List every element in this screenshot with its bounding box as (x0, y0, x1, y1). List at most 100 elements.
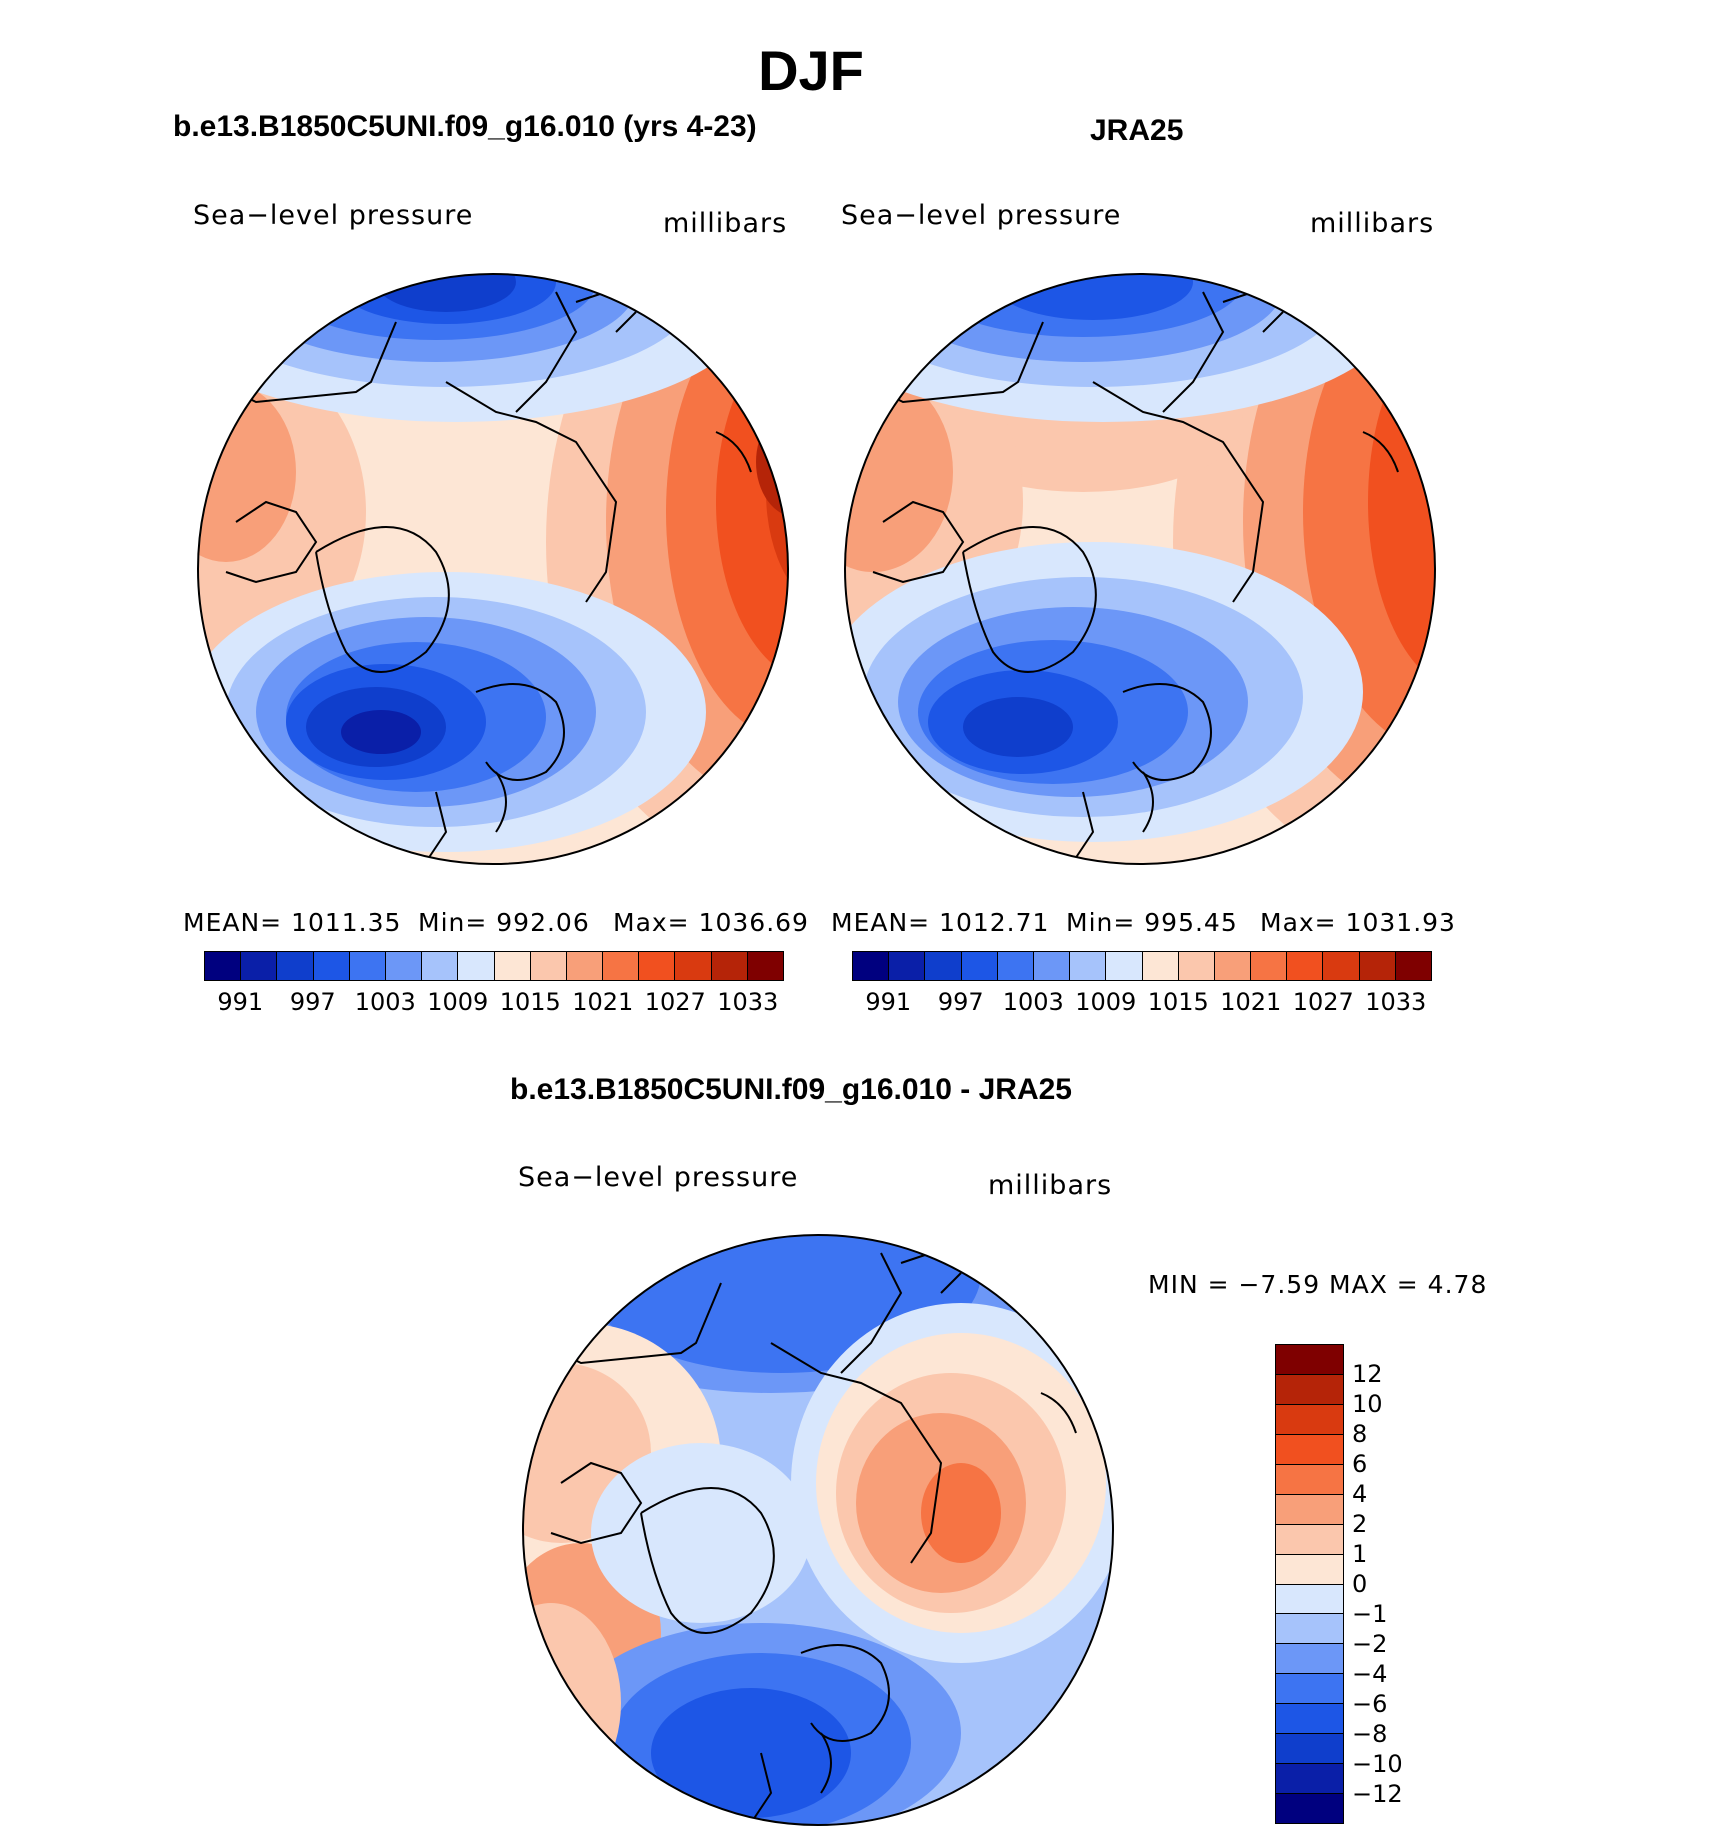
colorbar-model-swatch (277, 952, 314, 980)
colorbar-model-swatch (494, 952, 531, 980)
colorbar-obs-swatch (1395, 952, 1431, 980)
colorbar-diff-tick-label: 10 (1352, 1390, 1383, 1418)
colorbar-obs-swatch (1033, 952, 1071, 980)
figure-title: DJF (758, 39, 864, 102)
colorbar-model-tick-label: 1003 (354, 988, 416, 1016)
colorbar-diff-tick-label: 6 (1352, 1450, 1368, 1478)
colorbar-obs (852, 951, 1432, 981)
colorbar-obs-tick-label: 1027 (1292, 988, 1354, 1016)
colorbar-obs-swatch (1178, 952, 1215, 980)
colorbar-model-swatch (639, 952, 676, 980)
colorbar-diff-tick-label: 12 (1352, 1360, 1383, 1388)
colorbar-diff-swatch (1276, 1434, 1343, 1465)
stat-max-model: Max= 1036.69 (613, 908, 809, 937)
colorbar-model-swatch (313, 952, 350, 980)
colorbar-model-swatch (349, 952, 386, 980)
colorbar-diff-swatch (1276, 1584, 1343, 1615)
colorbar-obs-swatch (853, 952, 890, 980)
colorbar-obs-swatch (1287, 952, 1324, 980)
colorbar-obs-swatch (889, 952, 926, 980)
colorbar-diff-swatch (1276, 1404, 1343, 1435)
colorbar-model-swatch (747, 952, 783, 980)
colorbar-model-swatch (530, 952, 567, 980)
colorbar-diff-tick-label: 8 (1352, 1420, 1368, 1448)
stat-mean-obs: MEAN= 1012.71 (831, 908, 1050, 937)
colorbar-model-tick-label: 1021 (572, 988, 634, 1016)
polar-map-diff (522, 1234, 1114, 1826)
colorbar-diff-tick-label: −12 (1352, 1780, 1403, 1808)
colorbar-diff-swatch (1276, 1734, 1343, 1765)
colorbar-diff-tick-label: −2 (1352, 1630, 1388, 1658)
colorbar-model-swatch (241, 952, 278, 980)
panel-title-model: b.e13.B1850C5UNI.f09_g16.010 (yrs 4-23) (173, 110, 757, 143)
colorbar-model-swatch (566, 952, 604, 980)
colorbar-obs-swatch (925, 952, 962, 980)
stat-mean-model: MEAN= 1011.35 (183, 908, 402, 937)
colorbar-diff-swatch (1276, 1794, 1343, 1823)
colorbar-model-swatch (711, 952, 748, 980)
colorbar-model-tick-label: 991 (217, 988, 264, 1016)
variable-label-diff: Sea−level pressure (518, 1162, 799, 1193)
colorbar-diff-tick-label: −8 (1352, 1720, 1388, 1748)
colorbar-obs-tick-label: 997 (937, 988, 984, 1016)
colorbar-diff-swatch (1276, 1374, 1343, 1405)
colorbar-diff-tick-label: −10 (1352, 1750, 1403, 1778)
colorbar-diff-tick-label: 2 (1352, 1510, 1368, 1538)
colorbar-diff-swatch (1276, 1494, 1343, 1525)
colorbar-diff (1275, 1344, 1344, 1824)
colorbar-obs-tick-label: 1009 (1075, 988, 1137, 1016)
units-label-obs: millibars (1310, 208, 1435, 239)
panel-title-obs: JRA25 (1090, 114, 1184, 147)
colorbar-diff-swatch (1276, 1345, 1343, 1375)
colorbar-diff-tick-label: 1 (1352, 1540, 1368, 1568)
colorbar-diff-swatch (1276, 1644, 1343, 1675)
colorbar-obs-tick-label: 1021 (1220, 988, 1282, 1016)
colorbar-obs-tick-label: 1015 (1147, 988, 1209, 1016)
colorbar-model-swatch (205, 952, 242, 980)
colorbar-obs-swatch (1070, 952, 1107, 980)
colorbar-ticks-diff: 12 10 8 6 4 2 1 0 −1 −2 −4 −6 −8 −10 −12 (1352, 1344, 1432, 1824)
colorbar-diff-swatch (1276, 1704, 1343, 1735)
colorbar-model-swatch (458, 952, 495, 980)
colorbar-obs-swatch (1251, 952, 1288, 980)
colorbar-obs-tick-label: 991 (865, 988, 912, 1016)
colorbar-obs-swatch (1323, 952, 1360, 980)
colorbar-diff-tick-label: −4 (1352, 1660, 1388, 1688)
colorbar-diff-swatch (1276, 1554, 1343, 1585)
colorbar-obs-swatch (1106, 952, 1143, 980)
colorbar-obs-swatch (1359, 952, 1396, 980)
colorbar-diff-swatch (1276, 1524, 1343, 1555)
colorbar-model-swatch (422, 952, 459, 980)
colorbar-obs-tick-label: 1003 (1002, 988, 1064, 1016)
colorbar-diff-tick-label: 0 (1352, 1570, 1368, 1598)
colorbar-diff-swatch (1276, 1674, 1343, 1705)
diff-panel-title: b.e13.B1850C5UNI.f09_g16.010 - JRA25 (510, 1073, 1072, 1106)
colorbar-diff-swatch (1276, 1464, 1343, 1495)
colorbar-model-swatch (385, 952, 423, 980)
stat-min-model: Min= 992.06 (418, 908, 590, 937)
colorbar-model-tick-label: 1027 (644, 988, 706, 1016)
colorbar-diff-tick-label: −6 (1352, 1690, 1388, 1718)
colorbar-model-tick-label: 1015 (499, 988, 561, 1016)
colorbar-obs-swatch (997, 952, 1034, 980)
colorbar-diff-tick-label: −1 (1352, 1600, 1388, 1628)
stat-min-obs: Min= 995.45 (1066, 908, 1238, 937)
colorbar-diff-tick-label: 4 (1352, 1480, 1368, 1508)
colorbar-model-swatch (675, 952, 712, 980)
colorbar-obs-swatch (1214, 952, 1252, 980)
colorbar-obs-tick-label: 1033 (1365, 988, 1427, 1016)
stat-max-obs: Max= 1031.93 (1260, 908, 1456, 937)
polar-map-obs (844, 273, 1436, 865)
colorbar-model (204, 951, 784, 981)
colorbar-diff-swatch (1276, 1614, 1343, 1645)
colorbar-model-tick-label: 1009 (427, 988, 489, 1016)
colorbar-model-swatch (603, 952, 640, 980)
units-label-model: millibars (663, 208, 788, 239)
colorbar-model-tick-label: 997 (289, 988, 336, 1016)
colorbar-diff-swatch (1276, 1764, 1343, 1795)
diff-minmax: MIN = −7.59 MAX = 4.78 (1148, 1270, 1488, 1299)
colorbar-model-tick-label: 1033 (717, 988, 779, 1016)
colorbar-ticks-obs: 991 997 1003 1009 1015 1021 1027 1033 (852, 988, 1432, 1018)
colorbar-obs-swatch (961, 952, 998, 980)
colorbar-obs-swatch (1142, 952, 1179, 980)
